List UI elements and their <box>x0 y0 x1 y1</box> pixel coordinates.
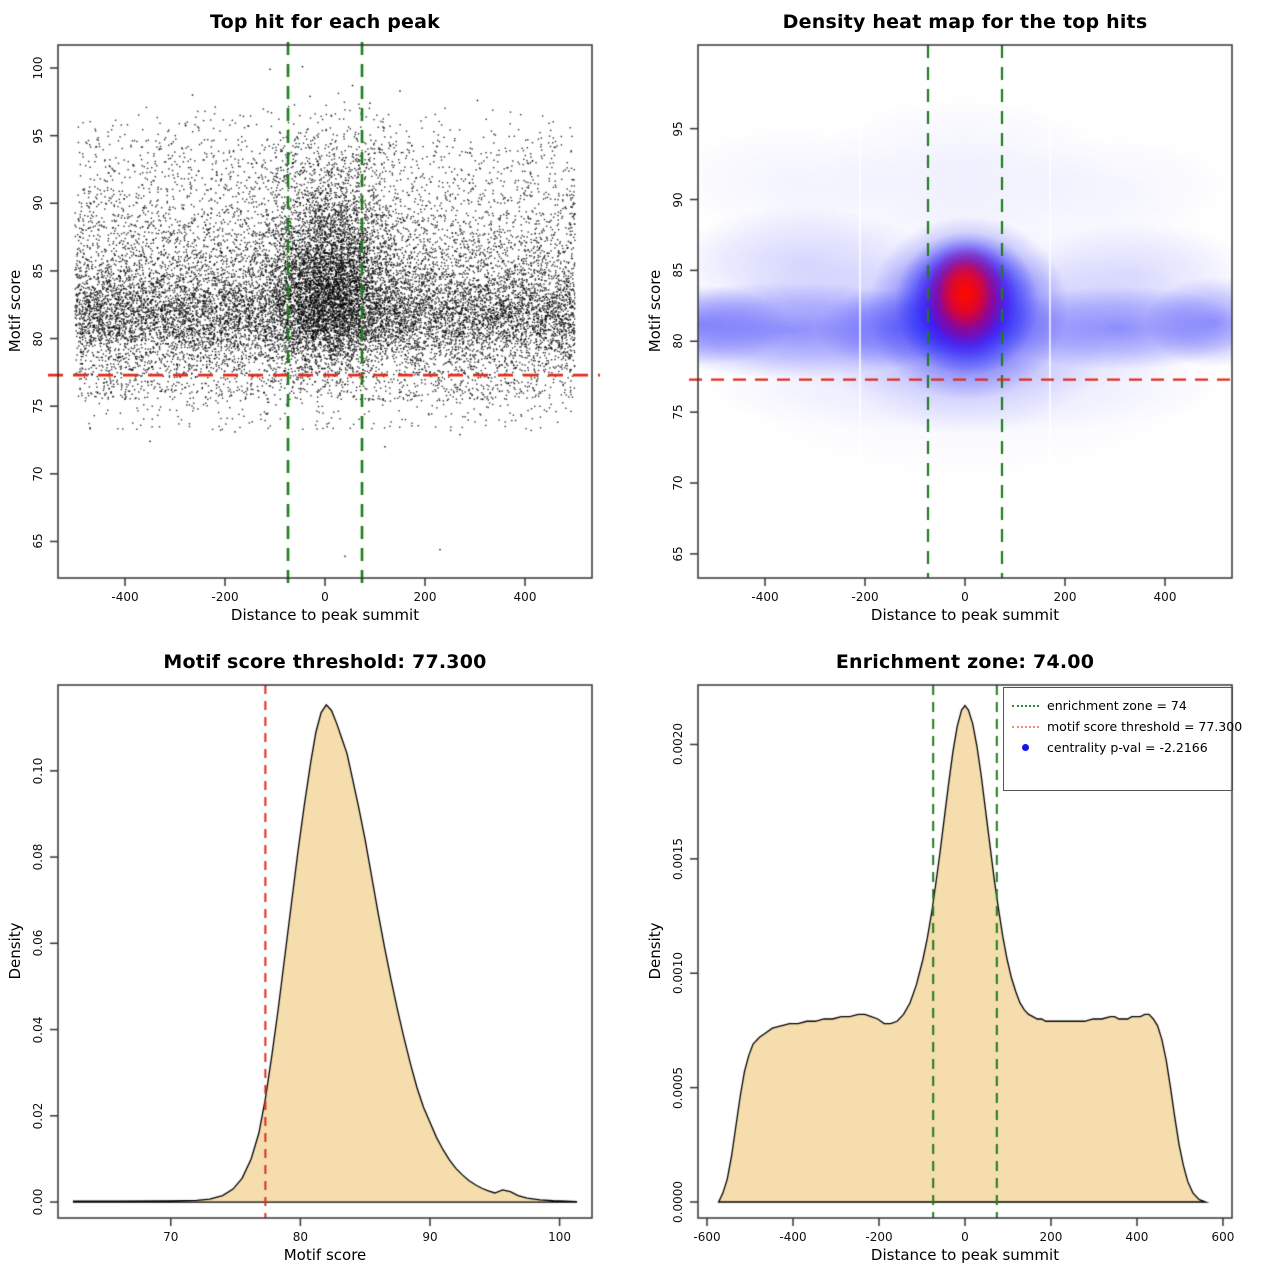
panel-title: Enrichment zone: 74.00 <box>835 651 1095 673</box>
x-tick-label: -400 <box>751 590 779 604</box>
panel-title: Motif score threshold: 77.300 <box>163 651 487 673</box>
panel-title: Top hit for each peak <box>209 11 440 33</box>
x-axis-label: Distance to peak summit <box>870 606 1060 624</box>
x-tick-label: 200 <box>1039 1230 1063 1244</box>
panel-distance-density: Enrichment zone: 74.00 Distance to peak … <box>640 640 1280 1280</box>
y-tick-label: 100 <box>31 56 45 80</box>
x-tick-label: -400 <box>779 1230 807 1244</box>
legend-label: centrality p-val = -2.2166 <box>1047 740 1208 755</box>
x-tick-label: 0 <box>961 1230 969 1244</box>
y-tick-label: 85 <box>671 262 685 279</box>
red-dotted-line-swatch <box>1012 725 1039 728</box>
y-tick-label: 65 <box>31 533 45 550</box>
y-tick-label: 0.08 <box>31 843 45 871</box>
y-tick-label: 0.04 <box>31 1016 45 1043</box>
x-tick-label: -200 <box>851 590 879 604</box>
y-tick-label: 95 <box>31 127 45 144</box>
x-tick-label: -400 <box>111 590 139 604</box>
legend-item-centrality-pval: centrality p-val = -2.2166 <box>1004 737 1232 758</box>
x-tick-label: -200 <box>211 590 239 604</box>
x-axis-label: Motif score <box>283 1246 367 1264</box>
x-tick-label: 600 <box>1211 1230 1235 1244</box>
green-dotted-line-swatch <box>1012 704 1039 707</box>
y-tick-label: 0.00 <box>31 1188 45 1216</box>
y-tick-label: 0.0005 <box>671 1066 685 1109</box>
y-tick-label: 90 <box>31 195 45 211</box>
plot-legend: enrichment zone = 74 motif score thresho… <box>1003 687 1242 791</box>
scatter-plot-canvas <box>0 0 640 640</box>
x-tick-label: 90 <box>422 1230 438 1244</box>
y-tick-label: 65 <box>671 546 685 562</box>
x-tick-label: 200 <box>413 590 437 604</box>
legend-label: motif score threshold = 77.300 <box>1047 719 1243 734</box>
x-tick-label: -600 <box>693 1230 721 1244</box>
x-axis-label: Distance to peak summit <box>870 1246 1060 1264</box>
y-tick-label: 90 <box>671 191 685 208</box>
y-tick-label: 70 <box>31 466 45 482</box>
x-tick-label: 100 <box>548 1230 572 1244</box>
x-tick-label: 0 <box>321 590 329 604</box>
panel-motif-score-density: Motif score threshold: 77.300 Motif scor… <box>0 640 640 1280</box>
panel-density-heatmap: Density heat map for the top hits Distan… <box>640 0 1280 640</box>
x-tick-label: 400 <box>1125 1230 1149 1244</box>
y-tick-label: 80 <box>671 333 685 349</box>
y-axis-label: Motif score <box>646 269 664 353</box>
y-tick-label: 80 <box>31 330 45 347</box>
panel-top-hit-scatter: Top hit for each peak Distance to peak s… <box>0 0 640 640</box>
score-density-canvas <box>0 640 640 1280</box>
y-tick-label: 0.0015 <box>671 837 685 880</box>
x-tick-label: -200 <box>865 1230 893 1244</box>
x-tick-label: 0 <box>961 590 969 604</box>
panel-title: Density heat map for the top hits <box>782 11 1148 33</box>
y-tick-label: 0.0010 <box>671 952 685 995</box>
y-tick-label: 95 <box>671 120 685 137</box>
legend-item-score-threshold: motif score threshold = 77.300 <box>1004 716 1242 737</box>
legend-item-enrichment-zone: enrichment zone = 74 <box>1004 695 1232 716</box>
y-tick-label: 0.0020 <box>671 723 685 766</box>
y-tick-label: 75 <box>671 404 685 420</box>
y-tick-label: 0.06 <box>31 929 45 957</box>
blue-dot-swatch <box>1012 744 1039 751</box>
x-tick-label: 200 <box>1053 590 1077 604</box>
legend-label: enrichment zone = 74 <box>1047 698 1187 713</box>
distance-density-canvas <box>640 640 1280 1280</box>
y-tick-label: 75 <box>31 398 45 414</box>
y-tick-label: 70 <box>671 475 685 491</box>
y-tick-label: 0.0000 <box>671 1180 685 1223</box>
x-tick-label: 400 <box>513 590 537 604</box>
x-tick-label: 400 <box>1153 590 1177 604</box>
x-axis-label: Distance to peak summit <box>230 606 420 624</box>
y-axis-label: Density <box>646 922 664 980</box>
x-tick-label: 70 <box>163 1230 179 1244</box>
x-tick-label: 80 <box>292 1230 308 1244</box>
heatmap-plot-canvas <box>640 0 1280 640</box>
y-axis-label: Density <box>6 922 24 980</box>
y-tick-label: 0.10 <box>31 757 45 785</box>
y-tick-label: 0.02 <box>31 1102 45 1130</box>
y-tick-label: 85 <box>31 263 45 279</box>
y-axis-label: Motif score <box>6 269 24 353</box>
